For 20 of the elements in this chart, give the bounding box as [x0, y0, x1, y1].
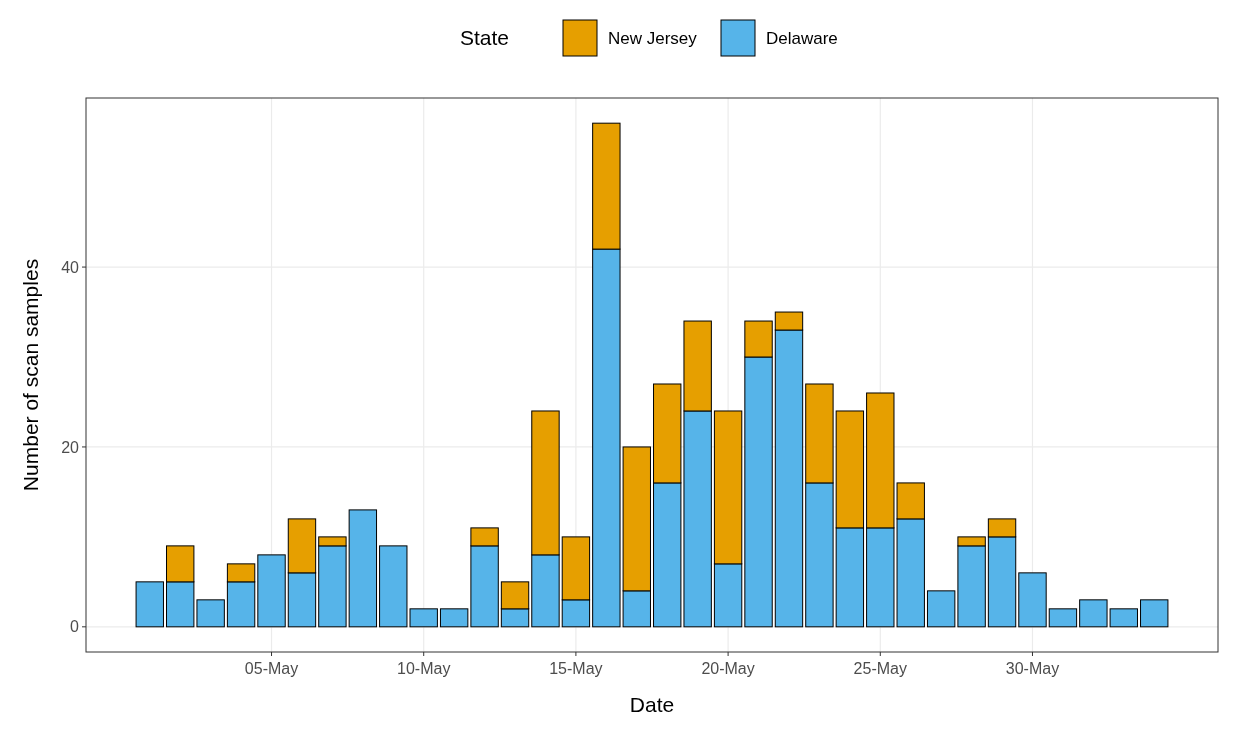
x-tick-label: 30-May	[1005, 660, 1060, 677]
legend-title: State	[460, 26, 510, 50]
x-tick-label: 05-May	[244, 660, 299, 677]
bar	[1140, 599, 1169, 628]
y-axis-title: Number of scan samples	[19, 258, 42, 492]
bar	[257, 554, 286, 628]
bar	[1018, 572, 1047, 628]
bar	[135, 581, 164, 628]
x-tick-label: 15-May	[549, 660, 603, 677]
x-tick-label: 25-May	[853, 660, 907, 677]
x-tick-label: 10-May	[397, 660, 451, 677]
legend-label: New Jersey	[608, 28, 698, 48]
x-axis-title: Date	[629, 693, 675, 716]
y-tick-label: 20	[61, 438, 80, 456]
bar	[1048, 608, 1078, 628]
legend-label: Delaware	[766, 28, 838, 48]
y-tick-label: 40	[61, 258, 80, 276]
bar	[439, 608, 469, 628]
y-tick-label: 0	[70, 618, 80, 636]
x-tick-label: 20-May	[701, 660, 755, 677]
